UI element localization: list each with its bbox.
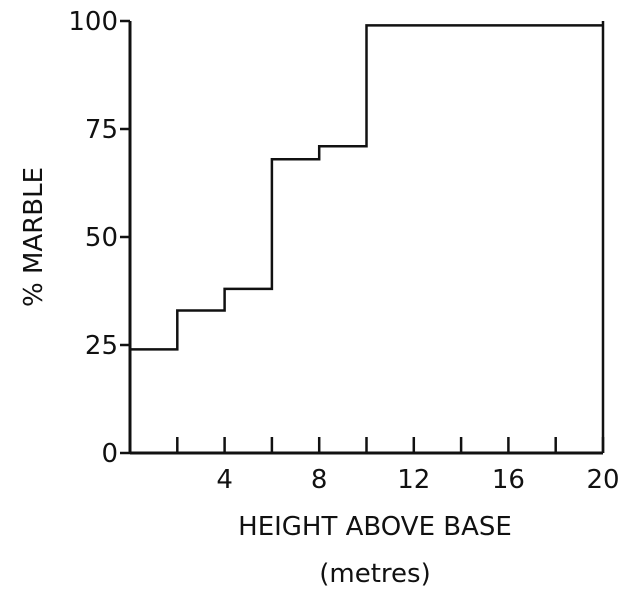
x-tick-label: 20 (586, 465, 619, 495)
y-tick-label: 25 (85, 331, 118, 361)
series-layer (130, 24, 603, 351)
x-axis-unit: (metres) (319, 559, 430, 589)
x-tick-label: 4 (216, 465, 233, 495)
y-tick-label: 100 (68, 7, 118, 37)
y-tick-label: 50 (85, 223, 118, 253)
tick-labels: 4 8 12 16 20 0 25 50 75 100 (68, 7, 619, 495)
y-tick-label: 75 (85, 115, 118, 145)
y-tick-label: 0 (101, 439, 118, 469)
x-tick-label: 16 (492, 465, 525, 495)
x-tick-label: 12 (397, 465, 430, 495)
y-axis-title: % MARBLE (19, 167, 49, 307)
step-series-line (130, 24, 603, 351)
axis-ticks (120, 19, 605, 455)
x-tick-label: 8 (311, 465, 328, 495)
x-axis-title: HEIGHT ABOVE BASE (238, 512, 512, 542)
